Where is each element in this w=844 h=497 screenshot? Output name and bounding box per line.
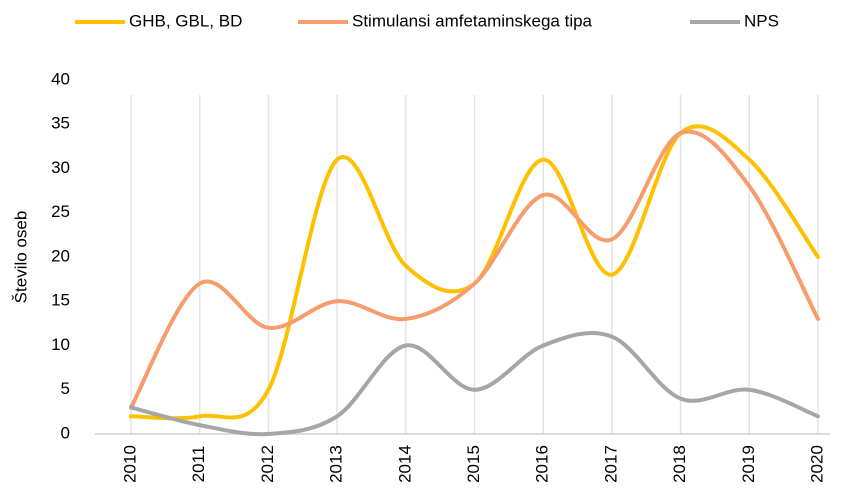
legend-label: NPS [744, 11, 779, 30]
x-tick-label: 2014 [395, 445, 414, 483]
x-tick-label: 2011 [189, 446, 208, 483]
legend-label: GHB, GBL, BD [129, 11, 242, 30]
y-tick-label: 40 [51, 69, 70, 88]
line [129, 129, 820, 410]
x-tick-label: 2019 [739, 445, 758, 483]
x-tick-label: 2013 [327, 445, 346, 483]
y-tick-label: 0 [61, 423, 70, 442]
y-axis-label: Število oseb [11, 211, 30, 304]
y-tick-label: 5 [61, 379, 70, 398]
y-tick-label: 35 [51, 114, 70, 133]
y-tick-label: 15 [51, 291, 70, 310]
y-tick-label: 25 [51, 202, 70, 221]
line [129, 331, 820, 437]
legend-label: Stimulansi amfetaminskega tipa [352, 11, 593, 30]
x-tick-label: 2018 [670, 445, 689, 483]
x-tick-label: 2017 [601, 445, 620, 483]
y-tick-label: 20 [51, 246, 70, 265]
x-tick-label: 2020 [807, 445, 826, 483]
y-tick-label: 30 [51, 158, 70, 177]
x-tick-label: 2015 [464, 445, 483, 483]
x-tick-label: 2012 [258, 445, 277, 483]
x-tick-label: 2016 [533, 445, 552, 483]
x-tick-label: 2010 [120, 445, 139, 483]
y-tick-label: 10 [51, 335, 70, 354]
